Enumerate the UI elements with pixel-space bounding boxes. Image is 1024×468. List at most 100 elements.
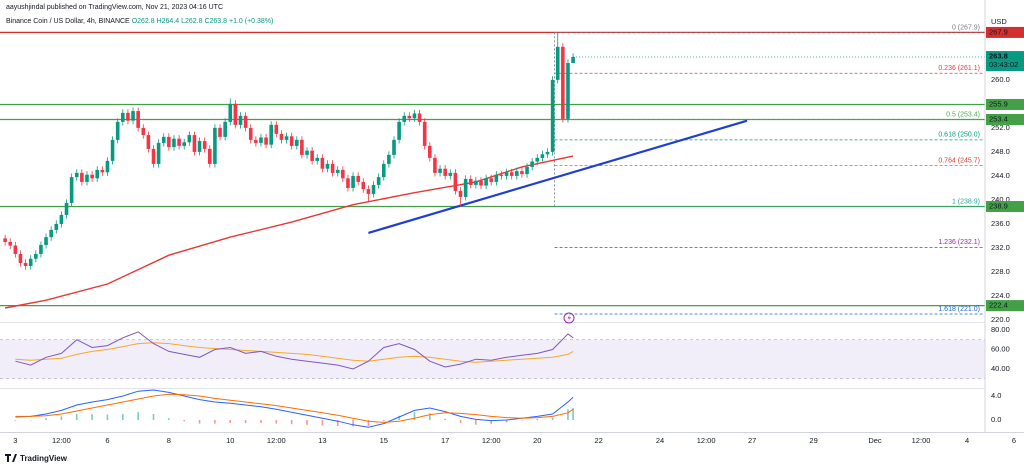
y-tick-label: 80.00 bbox=[991, 325, 1010, 334]
candle-body bbox=[192, 135, 197, 152]
y-tick-label: 236.0 bbox=[991, 219, 1010, 228]
candle-body bbox=[115, 121, 120, 140]
x-tick-label: 29 bbox=[809, 436, 817, 445]
histogram-bar bbox=[14, 419, 17, 421]
candle-body bbox=[274, 124, 279, 134]
last-price-box bbox=[986, 51, 1024, 72]
y-tick-label: 228.0 bbox=[991, 267, 1010, 276]
candle-body bbox=[468, 178, 473, 185]
candle-body bbox=[438, 168, 442, 173]
candle-body bbox=[566, 63, 570, 119]
histogram-bar bbox=[475, 419, 477, 425]
rsi-band bbox=[0, 339, 985, 379]
candle-body bbox=[218, 127, 222, 137]
candle-body bbox=[315, 157, 320, 161]
level-price-label: 253.4 bbox=[989, 114, 1008, 123]
currency: USD bbox=[991, 17, 1007, 26]
candle-body bbox=[59, 214, 64, 224]
candle-body bbox=[74, 172, 79, 178]
level-price-label: 238.9 bbox=[989, 202, 1008, 211]
candle-body bbox=[366, 189, 371, 194]
candle-body bbox=[387, 154, 391, 164]
candle-body bbox=[284, 136, 289, 140]
candle-body bbox=[479, 180, 483, 186]
candle-body bbox=[13, 245, 18, 254]
last-price-label: 263.8 bbox=[989, 52, 1008, 61]
candle-body bbox=[428, 145, 432, 158]
candle-body bbox=[561, 46, 565, 119]
y-tick-label: 60.00 bbox=[991, 344, 1010, 353]
histogram-bar bbox=[367, 419, 370, 426]
histogram-bar bbox=[122, 413, 124, 420]
candle-body bbox=[458, 190, 463, 197]
y-tick-label: 224.0 bbox=[991, 291, 1010, 300]
candle-body bbox=[269, 124, 273, 145]
candle-body bbox=[504, 172, 509, 176]
fib-label: 0.236 (261.1) bbox=[938, 65, 980, 72]
candle-body bbox=[535, 157, 540, 162]
candle-body bbox=[520, 171, 524, 175]
histogram-bar bbox=[198, 419, 201, 424]
candle-body bbox=[330, 163, 335, 173]
candle-body bbox=[381, 163, 386, 178]
histogram-bar bbox=[45, 418, 47, 420]
candle-body bbox=[28, 258, 33, 266]
candle-body bbox=[238, 115, 243, 125]
histogram-bar bbox=[429, 413, 431, 420]
level-price-label: 255.9 bbox=[989, 99, 1008, 108]
candle-body bbox=[8, 241, 13, 246]
x-tick-label: 12:00 bbox=[482, 436, 501, 445]
candle-body bbox=[320, 157, 325, 169]
candle-body bbox=[402, 115, 407, 122]
histogram-bar bbox=[505, 419, 508, 423]
candle-body bbox=[131, 111, 135, 121]
candle-body bbox=[49, 229, 53, 238]
histogram-bar bbox=[91, 413, 93, 420]
x-tick-label: 12:00 bbox=[267, 436, 286, 445]
countdown: 03:43:02 bbox=[989, 60, 1018, 69]
candle-body bbox=[474, 180, 478, 185]
candle-body bbox=[422, 121, 427, 146]
histogram-bar bbox=[567, 409, 569, 420]
candle-body bbox=[161, 136, 166, 143]
candle-body bbox=[100, 169, 105, 173]
candle-body bbox=[289, 136, 294, 146]
candle-body bbox=[243, 115, 248, 128]
change: +1.0 (+0.38%) bbox=[229, 18, 273, 25]
candle-body bbox=[18, 253, 23, 263]
x-tick-label: 22 bbox=[595, 436, 603, 445]
candle-body bbox=[90, 174, 94, 179]
candle-body bbox=[392, 139, 396, 155]
candle-body bbox=[151, 148, 156, 164]
level-price-box bbox=[986, 300, 1024, 312]
candle-body bbox=[136, 111, 140, 128]
x-tick-label: 13 bbox=[318, 436, 326, 445]
candle-body bbox=[223, 121, 227, 137]
histogram-bar bbox=[306, 419, 308, 425]
candle-body bbox=[187, 135, 192, 143]
histogram-bar bbox=[490, 419, 493, 425]
candle-body bbox=[172, 138, 176, 148]
x-tick-label: Dec bbox=[868, 436, 882, 445]
candle-body bbox=[44, 237, 48, 245]
y-tick-label: 260.0 bbox=[991, 75, 1010, 84]
candle-body bbox=[85, 174, 89, 182]
alert-icon bbox=[563, 312, 575, 324]
fib-label: 1.236 (232.1) bbox=[938, 239, 980, 246]
x-tick-label: 24 bbox=[656, 436, 664, 445]
symbol: Binance Coin / US Dollar, 4h, BINANCE bbox=[6, 18, 130, 25]
histogram-bar bbox=[183, 419, 186, 422]
candle-body bbox=[484, 178, 488, 186]
histogram-bar bbox=[60, 416, 63, 420]
candle-body bbox=[499, 174, 504, 176]
trend-line bbox=[368, 119, 748, 234]
candle-body bbox=[279, 133, 284, 140]
histogram-bar bbox=[536, 418, 539, 420]
brand-name: TradingView bbox=[20, 454, 68, 463]
candle-body bbox=[233, 103, 238, 125]
candle-body bbox=[197, 141, 202, 152]
histogram-bar bbox=[75, 413, 78, 420]
candle-body bbox=[294, 139, 299, 146]
